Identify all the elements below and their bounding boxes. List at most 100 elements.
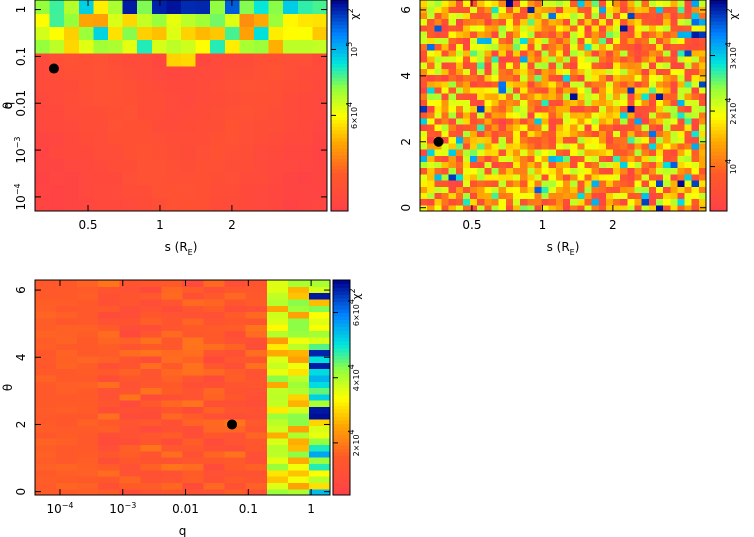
heatmap-cell — [441, 124, 450, 131]
heatmap-cell — [670, 86, 678, 94]
heatmap-cell — [555, 136, 564, 144]
heatmap-cell — [555, 105, 564, 113]
heatmap-cell — [78, 13, 94, 27]
heatmap-cell — [224, 65, 240, 80]
colorbar-segment — [333, 351, 350, 356]
heatmap-cell — [541, 105, 550, 113]
heatmap-cell — [462, 62, 471, 69]
heatmap-cell — [527, 167, 535, 175]
heatmap-cell — [563, 86, 571, 94]
heatmap-cell — [470, 18, 478, 26]
heatmap-cell — [670, 155, 678, 162]
heatmap-cell — [584, 161, 593, 169]
colorbar-segment — [331, 123, 348, 128]
heatmap-cell — [520, 105, 528, 113]
heatmap-cell — [420, 117, 428, 125]
heatmap-cell — [498, 148, 507, 156]
colorbar-segment — [333, 398, 350, 403]
heatmap-cell — [283, 158, 299, 173]
heatmap-cell — [98, 368, 120, 376]
heatmap-cell — [670, 173, 678, 181]
heatmap-cell — [434, 167, 443, 175]
colorbar-segment — [331, 137, 348, 142]
colorbar-frame — [330, 0, 349, 212]
heatmap-cell — [684, 111, 693, 119]
colorbar-segment — [710, 45, 727, 50]
heatmap-cell — [455, 31, 464, 38]
colorbar-segment — [710, 101, 727, 107]
colorbar-segment — [331, 45, 348, 50]
heatmap-cell — [613, 12, 621, 20]
heatmap-cell — [613, 74, 621, 82]
heatmap-cell — [210, 105, 226, 120]
colorbar — [331, 0, 348, 212]
heatmap-cell — [641, 161, 650, 169]
heatmap-cell — [287, 305, 310, 313]
heatmap-cell — [677, 173, 686, 181]
heatmap-cell — [56, 463, 78, 471]
heatmap-cell — [684, 198, 693, 206]
heatmap-cell — [591, 55, 600, 63]
heatmap-cell — [434, 80, 443, 88]
colorbar-segment — [710, 172, 727, 177]
colorbar-segment — [333, 401, 350, 407]
colorbar-tick-label-base: 3×10 — [729, 47, 738, 69]
colorbar-tick-label: 2×104 — [347, 429, 361, 456]
heatmap-cell — [427, 80, 435, 88]
heatmap-cell — [434, 18, 443, 26]
heatmap-cell — [677, 68, 686, 76]
heatmap-cell — [634, 68, 643, 76]
heatmap-cell — [541, 93, 550, 100]
heatmap-cell — [297, 118, 313, 133]
heatmap-cell — [498, 62, 507, 69]
heatmap-cell — [670, 117, 678, 125]
heatmap-cell — [541, 80, 550, 88]
heatmap-cell — [161, 438, 184, 446]
heatmap-cell — [684, 43, 693, 51]
heatmap-cell — [203, 305, 226, 313]
heatmap-cell — [512, 198, 521, 206]
heatmap-cell — [484, 111, 493, 119]
heatmap-cell — [541, 142, 550, 150]
y-tick-label: 2 — [399, 138, 413, 146]
heatmap-cell — [151, 197, 167, 212]
heatmap-cell — [641, 148, 650, 156]
heatmap-cell — [498, 179, 507, 187]
heatmap-cell — [577, 80, 586, 88]
colorbar-segment — [331, 31, 348, 36]
heatmap-cell — [441, 161, 450, 169]
heatmap-cell — [224, 39, 240, 54]
heatmap-cell — [505, 68, 514, 76]
heatmap-cell — [266, 450, 289, 458]
plot-frame — [34, 279, 331, 496]
heatmap-cell — [698, 124, 707, 131]
heatmap-cell — [140, 488, 163, 496]
heatmap-cell — [470, 31, 478, 38]
heatmap-cell — [455, 55, 464, 63]
heatmap-cell — [584, 179, 593, 187]
heatmap-cell — [605, 49, 614, 57]
heatmap-cell — [427, 62, 435, 69]
heatmap-cell — [541, 124, 550, 131]
heatmap-cell — [563, 43, 571, 51]
heatmap-cell — [140, 336, 163, 344]
heatmap-cell — [491, 12, 500, 20]
heatmap-cell — [512, 62, 521, 69]
heatmap-cell — [512, 31, 521, 38]
heatmap-cell — [670, 31, 678, 38]
heatmap-cell — [35, 105, 51, 120]
heatmap-cell — [245, 343, 268, 351]
colorbar-segment — [331, 196, 348, 202]
heatmap-cell — [470, 179, 478, 187]
heatmap-cell — [78, 26, 94, 41]
heatmap-cell — [584, 173, 593, 181]
heatmap-cell — [161, 362, 184, 370]
heatmap-cell — [613, 173, 621, 181]
heatmap-cell — [151, 26, 167, 41]
heatmap-cell — [655, 37, 664, 45]
heatmap-cell — [655, 117, 664, 125]
heatmap-cell — [691, 12, 700, 20]
heatmap-cell — [119, 343, 141, 351]
heatmap-cell — [491, 167, 500, 175]
heatmap-cell — [663, 68, 671, 76]
